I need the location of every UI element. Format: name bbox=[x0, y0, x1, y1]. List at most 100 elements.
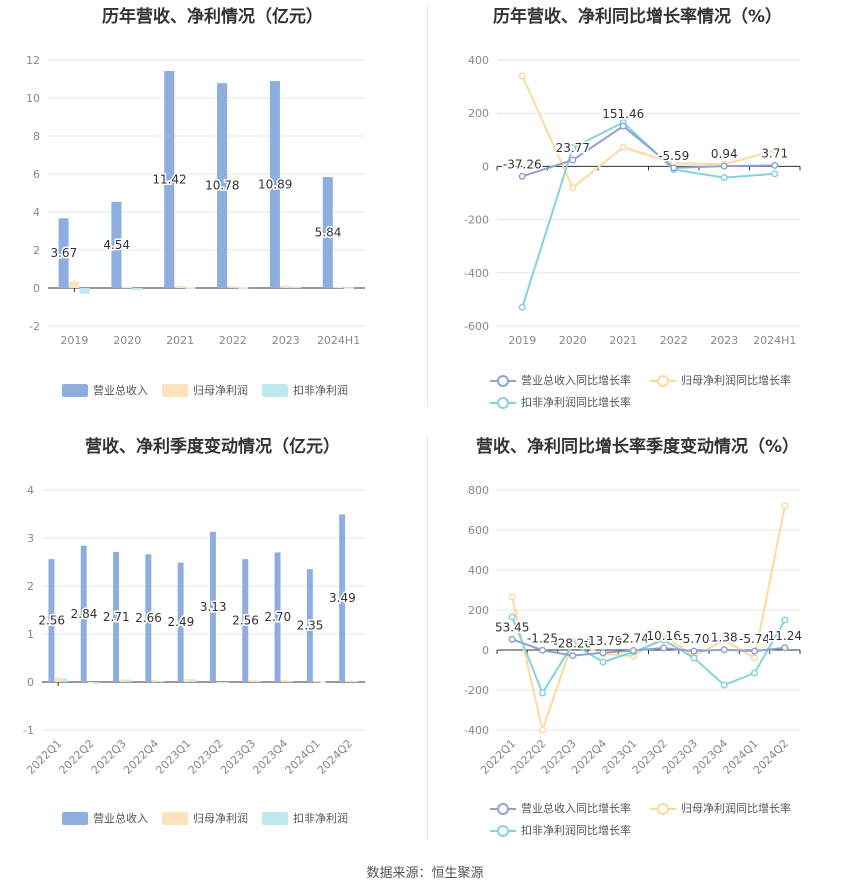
data-point bbox=[569, 640, 577, 648]
bar bbox=[238, 287, 249, 289]
bar bbox=[227, 286, 238, 288]
bar bbox=[352, 681, 359, 683]
y-tick-label: -200 bbox=[464, 684, 489, 697]
annual-growth-chart: -600 -400 -200 0 200 400 -37.26 23.77 151.46 -5.5… bbox=[464, 54, 801, 347]
bar bbox=[190, 679, 197, 682]
bar bbox=[177, 562, 184, 682]
y-tick-label: -600 bbox=[464, 320, 489, 333]
legend-item[interactable]: 归母净利润 bbox=[162, 382, 248, 398]
legend-item[interactable]: 扣非净利润同比增长率 bbox=[490, 394, 631, 410]
annual-revenue-panel: 历年营收、净利情况（亿元） -2 0 2 4 6 8 10 12 3.67 4.54 11.42 10… bbox=[0, 0, 425, 410]
bar bbox=[248, 680, 255, 682]
data-point bbox=[781, 644, 789, 652]
y-tick-label: 400 bbox=[468, 564, 489, 577]
chart-title: 营收、净利季度变动情况（亿元） bbox=[85, 437, 340, 457]
legend-swatch bbox=[262, 383, 288, 397]
source-note: 数据来源：恒生聚源 bbox=[366, 866, 484, 881]
legend-item[interactable]: 营业总收入 bbox=[62, 810, 148, 826]
data-label: 5.84 bbox=[315, 226, 342, 240]
legend-swatch bbox=[162, 811, 188, 825]
data-point bbox=[751, 669, 759, 677]
y-tick-label: 0 bbox=[33, 282, 40, 295]
data-point bbox=[690, 647, 698, 655]
x-tick-label: 2019 bbox=[508, 334, 536, 347]
bar bbox=[125, 679, 132, 682]
bar bbox=[87, 682, 94, 683]
bar bbox=[339, 514, 346, 682]
x-tick-label: 2020 bbox=[559, 334, 587, 347]
data-point bbox=[720, 681, 728, 689]
y-tick-label: 4 bbox=[27, 484, 34, 497]
data-point bbox=[690, 654, 698, 662]
data-point bbox=[508, 593, 516, 601]
divider bbox=[427, 435, 428, 840]
legend-item[interactable]: 扣非净利润 bbox=[262, 382, 348, 398]
data-label: -5.70 bbox=[678, 632, 709, 646]
legend-label: 归母净利润同比增长率 bbox=[681, 374, 791, 387]
bar bbox=[216, 682, 223, 683]
data-point bbox=[751, 654, 759, 662]
data-point bbox=[569, 652, 577, 660]
data-point bbox=[720, 636, 728, 644]
bar bbox=[281, 679, 287, 682]
chart-title: 历年营收、净利同比增长率情况（%） bbox=[492, 7, 783, 27]
bar bbox=[111, 201, 122, 288]
legend-swatch bbox=[62, 383, 88, 397]
data-label: 10.89 bbox=[258, 178, 292, 192]
legend-item[interactable]: 归母净利润同比增长率 bbox=[650, 372, 791, 388]
bar bbox=[69, 281, 80, 288]
data-point bbox=[599, 658, 607, 666]
y-tick-label: 200 bbox=[468, 107, 489, 120]
legend-item[interactable]: 扣非净利润 bbox=[262, 810, 348, 826]
data-label: 3.67 bbox=[50, 246, 77, 260]
legend-swatch bbox=[490, 802, 516, 815]
legend-item[interactable]: 营业总收入同比增长率 bbox=[490, 372, 631, 388]
data-label: -5.59 bbox=[658, 149, 689, 163]
bar bbox=[185, 287, 196, 289]
data-label: -5.74 bbox=[739, 632, 770, 646]
legend-label: 扣非净利润 bbox=[293, 812, 348, 825]
data-label: 11.42 bbox=[152, 173, 186, 187]
legend-item[interactable]: 营业总收入 bbox=[62, 382, 148, 398]
x-tick-label: 2022Q3 bbox=[89, 737, 129, 777]
bar bbox=[269, 81, 280, 288]
data-point bbox=[518, 172, 526, 180]
data-label: 2.56 bbox=[232, 614, 259, 628]
data-label: 53.45 bbox=[495, 620, 529, 634]
series-line bbox=[521, 124, 775, 178]
legend-item[interactable]: 扣非净利润同比增长率 bbox=[490, 822, 631, 838]
legend-item[interactable]: 归母净利润 bbox=[162, 810, 248, 826]
data-point bbox=[660, 636, 668, 644]
data-point bbox=[599, 649, 607, 657]
data-point bbox=[771, 170, 779, 178]
quarterly-growth-panel: 营收、净利同比增长率季度变动情况（%） -400 -200 0 200 400 600 80… bbox=[425, 430, 850, 840]
bar bbox=[209, 531, 216, 682]
x-tick-label: 2023Q3 bbox=[218, 737, 258, 777]
data-label: -28.26 bbox=[553, 637, 592, 651]
legend-label: 扣非净利润同比增长率 bbox=[521, 396, 631, 409]
x-tick-label: 2020 bbox=[113, 334, 141, 347]
data-point bbox=[771, 146, 779, 154]
legend-swatch bbox=[490, 396, 516, 409]
x-tick-label: 2022 bbox=[660, 334, 688, 347]
x-tick-label: 2022Q2 bbox=[57, 737, 97, 777]
legend-swatch bbox=[650, 374, 676, 387]
legend-item[interactable]: 归母净利润同比增长率 bbox=[650, 800, 791, 816]
data-point bbox=[569, 156, 577, 164]
legend-item[interactable]: 营业总收入同比增长率 bbox=[490, 800, 631, 816]
chart-title: 营收、净利同比增长率季度变动情况（%） bbox=[475, 437, 800, 457]
y-tick-label: 8 bbox=[33, 130, 40, 143]
annual-growth-panel: 历年营收、净利同比增长率情况（%） -600 -400 -200 0 200 400 -37… bbox=[425, 0, 850, 410]
bar bbox=[58, 218, 69, 288]
data-label: 11.24 bbox=[768, 629, 802, 643]
x-tick-label: 2023Q1 bbox=[153, 737, 193, 777]
legend-label: 扣非净利润同比增长率 bbox=[521, 824, 631, 837]
data-label: 2.35 bbox=[297, 619, 324, 633]
data-point bbox=[569, 184, 577, 192]
bar bbox=[345, 680, 352, 682]
y-tick-label: 600 bbox=[468, 524, 489, 537]
bar bbox=[54, 677, 61, 682]
y-tick-label: 4 bbox=[33, 206, 40, 219]
series-line bbox=[511, 616, 786, 696]
x-tick-label: 2023Q2 bbox=[186, 737, 226, 777]
